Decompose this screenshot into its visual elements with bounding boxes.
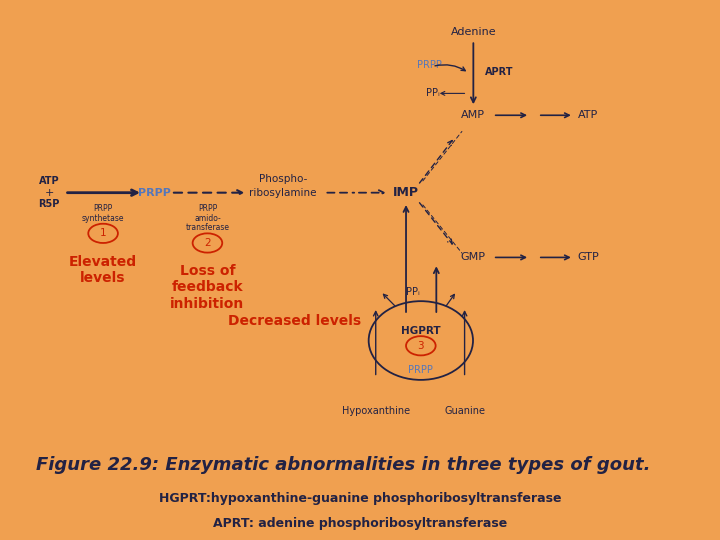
Text: Elevated: Elevated [69, 255, 137, 269]
Text: ATP: ATP [577, 110, 598, 120]
Text: 2: 2 [204, 238, 211, 248]
Text: HGPRT: HGPRT [401, 326, 441, 336]
Text: Figure 22.9: Enzymatic abnormalities in three types of gout.: Figure 22.9: Enzymatic abnormalities in … [36, 456, 650, 474]
Text: ATP: ATP [39, 176, 60, 186]
Text: levels: levels [81, 272, 126, 286]
Text: 1: 1 [100, 228, 107, 238]
Text: feedback: feedback [171, 280, 243, 294]
Text: amido-: amido- [194, 213, 221, 222]
Text: +: + [45, 188, 54, 198]
Text: AMP: AMP [462, 110, 485, 120]
Text: Adenine: Adenine [451, 27, 496, 37]
Text: APRT: adenine phosphoribosyltransferase: APRT: adenine phosphoribosyltransferase [213, 517, 507, 530]
Text: Phospho-: Phospho- [258, 174, 307, 184]
Text: inhibition: inhibition [171, 297, 245, 311]
Text: PRPP: PRPP [198, 204, 217, 213]
Text: GMP: GMP [461, 252, 486, 262]
Text: PRPP: PRPP [417, 60, 442, 70]
Text: HGPRT:hypoxanthine-guanine phosphoribosyltransferase: HGPRT:hypoxanthine-guanine phosphoribosy… [158, 492, 562, 505]
Text: PRPP: PRPP [94, 204, 113, 213]
Text: IMP: IMP [393, 186, 419, 199]
Text: GTP: GTP [577, 252, 598, 262]
Text: transferase: transferase [186, 223, 230, 232]
Text: PPᵢ: PPᵢ [406, 287, 420, 298]
Text: Hypoxanthine: Hypoxanthine [342, 406, 410, 415]
Text: PRPP: PRPP [138, 188, 171, 198]
Text: Decreased levels: Decreased levels [228, 314, 361, 328]
Text: APRT: APRT [485, 66, 513, 77]
Text: ribosylamine: ribosylamine [249, 188, 317, 198]
Text: Guanine: Guanine [444, 406, 485, 415]
Text: Loss of: Loss of [180, 264, 235, 278]
Text: R5P: R5P [39, 199, 60, 209]
Text: 3: 3 [418, 341, 424, 351]
Text: synthetase: synthetase [82, 213, 125, 222]
Text: PPᵢ: PPᵢ [426, 89, 440, 98]
Text: PRPP: PRPP [408, 365, 433, 375]
